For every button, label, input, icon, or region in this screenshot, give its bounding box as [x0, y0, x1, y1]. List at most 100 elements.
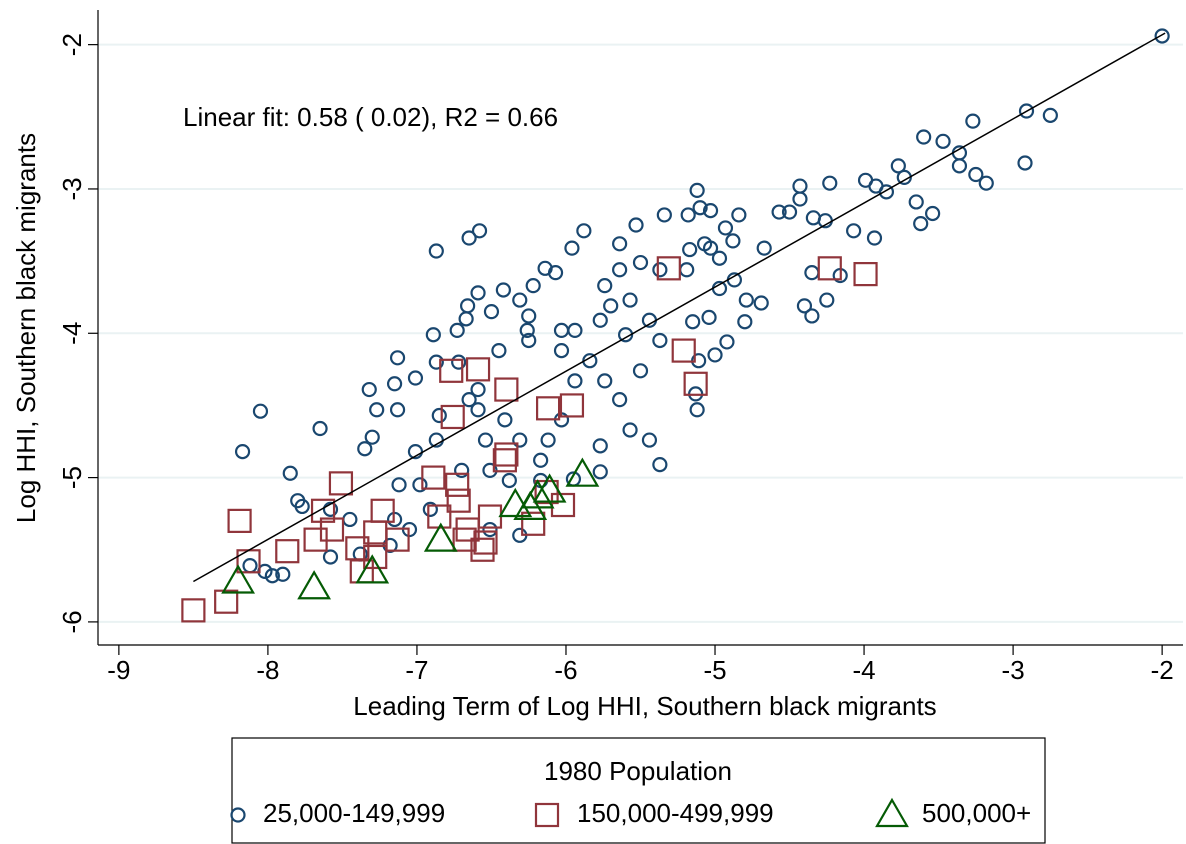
point [719, 334, 735, 350]
point [711, 250, 728, 266]
point [521, 308, 537, 324]
point [817, 256, 842, 281]
point [355, 554, 390, 584]
point [412, 477, 428, 493]
point [683, 371, 708, 396]
point [652, 332, 668, 349]
point [567, 373, 583, 389]
point [689, 402, 705, 418]
point [513, 490, 548, 520]
point [968, 166, 984, 183]
point [521, 332, 537, 349]
point [656, 207, 672, 223]
point [866, 230, 883, 246]
x-tick-label: -5 [703, 655, 726, 685]
point [890, 158, 906, 174]
point [532, 473, 567, 503]
point [737, 314, 753, 330]
point [1017, 155, 1033, 171]
point [361, 381, 377, 398]
y-tick-label: -5 [57, 466, 87, 489]
x-axis-title: Leading Term of Log HHI, Southern black … [353, 691, 936, 721]
point [357, 441, 373, 457]
point [612, 236, 628, 252]
point [707, 347, 723, 363]
y-tick-label: -4 [57, 322, 87, 345]
point [275, 566, 291, 582]
point [680, 207, 696, 223]
x-tick-label: -3 [1002, 655, 1025, 685]
point [431, 407, 447, 424]
point [692, 200, 708, 216]
point [322, 549, 339, 565]
legend-label: 150,000-499,999 [577, 798, 774, 828]
point [234, 444, 251, 460]
x-tick-label: -9 [107, 655, 130, 685]
legend-marker [534, 802, 560, 828]
point [547, 265, 564, 281]
legend-marker [875, 797, 909, 828]
point [454, 462, 470, 478]
point [632, 254, 649, 271]
point [227, 508, 252, 533]
point [622, 422, 638, 438]
point [951, 158, 968, 174]
point [1018, 103, 1035, 119]
point [731, 207, 747, 223]
point [592, 438, 608, 454]
point [685, 314, 701, 330]
point [702, 203, 719, 219]
point [512, 292, 528, 308]
point [465, 357, 491, 382]
point [363, 520, 388, 545]
point [525, 278, 541, 294]
fit-line [193, 32, 1166, 583]
point [369, 402, 385, 418]
point [738, 292, 754, 308]
point [386, 376, 403, 392]
point [458, 311, 474, 327]
point [576, 223, 592, 239]
point [428, 354, 444, 370]
point [470, 285, 486, 301]
point [1154, 28, 1170, 44]
point [612, 262, 628, 278]
point [819, 292, 835, 308]
point [461, 392, 477, 408]
point [771, 204, 787, 220]
point [495, 282, 511, 298]
point [439, 358, 464, 383]
point [252, 403, 269, 419]
point [717, 220, 734, 236]
point [592, 312, 608, 328]
point [449, 322, 465, 338]
x-tick-label: -4 [852, 655, 875, 685]
point [671, 338, 696, 363]
point [501, 472, 517, 489]
point [1042, 107, 1058, 123]
point [597, 373, 613, 389]
point [391, 477, 407, 493]
x-tick-label: -6 [554, 655, 577, 685]
point [701, 309, 717, 325]
legend-label: 25,000-149,999 [263, 798, 445, 828]
point [846, 223, 862, 239]
point [440, 404, 465, 430]
point [214, 589, 239, 614]
point [181, 598, 206, 623]
point [559, 393, 585, 418]
x-tick-label: -2 [1151, 655, 1174, 685]
point [471, 223, 488, 239]
point [494, 377, 519, 402]
point [477, 432, 494, 448]
point [965, 113, 981, 129]
point [592, 464, 608, 480]
point [446, 488, 471, 513]
point [512, 432, 528, 448]
point [482, 521, 498, 538]
point [565, 457, 600, 487]
point [622, 292, 638, 308]
point [492, 448, 517, 473]
point [753, 295, 769, 311]
point [913, 215, 929, 232]
